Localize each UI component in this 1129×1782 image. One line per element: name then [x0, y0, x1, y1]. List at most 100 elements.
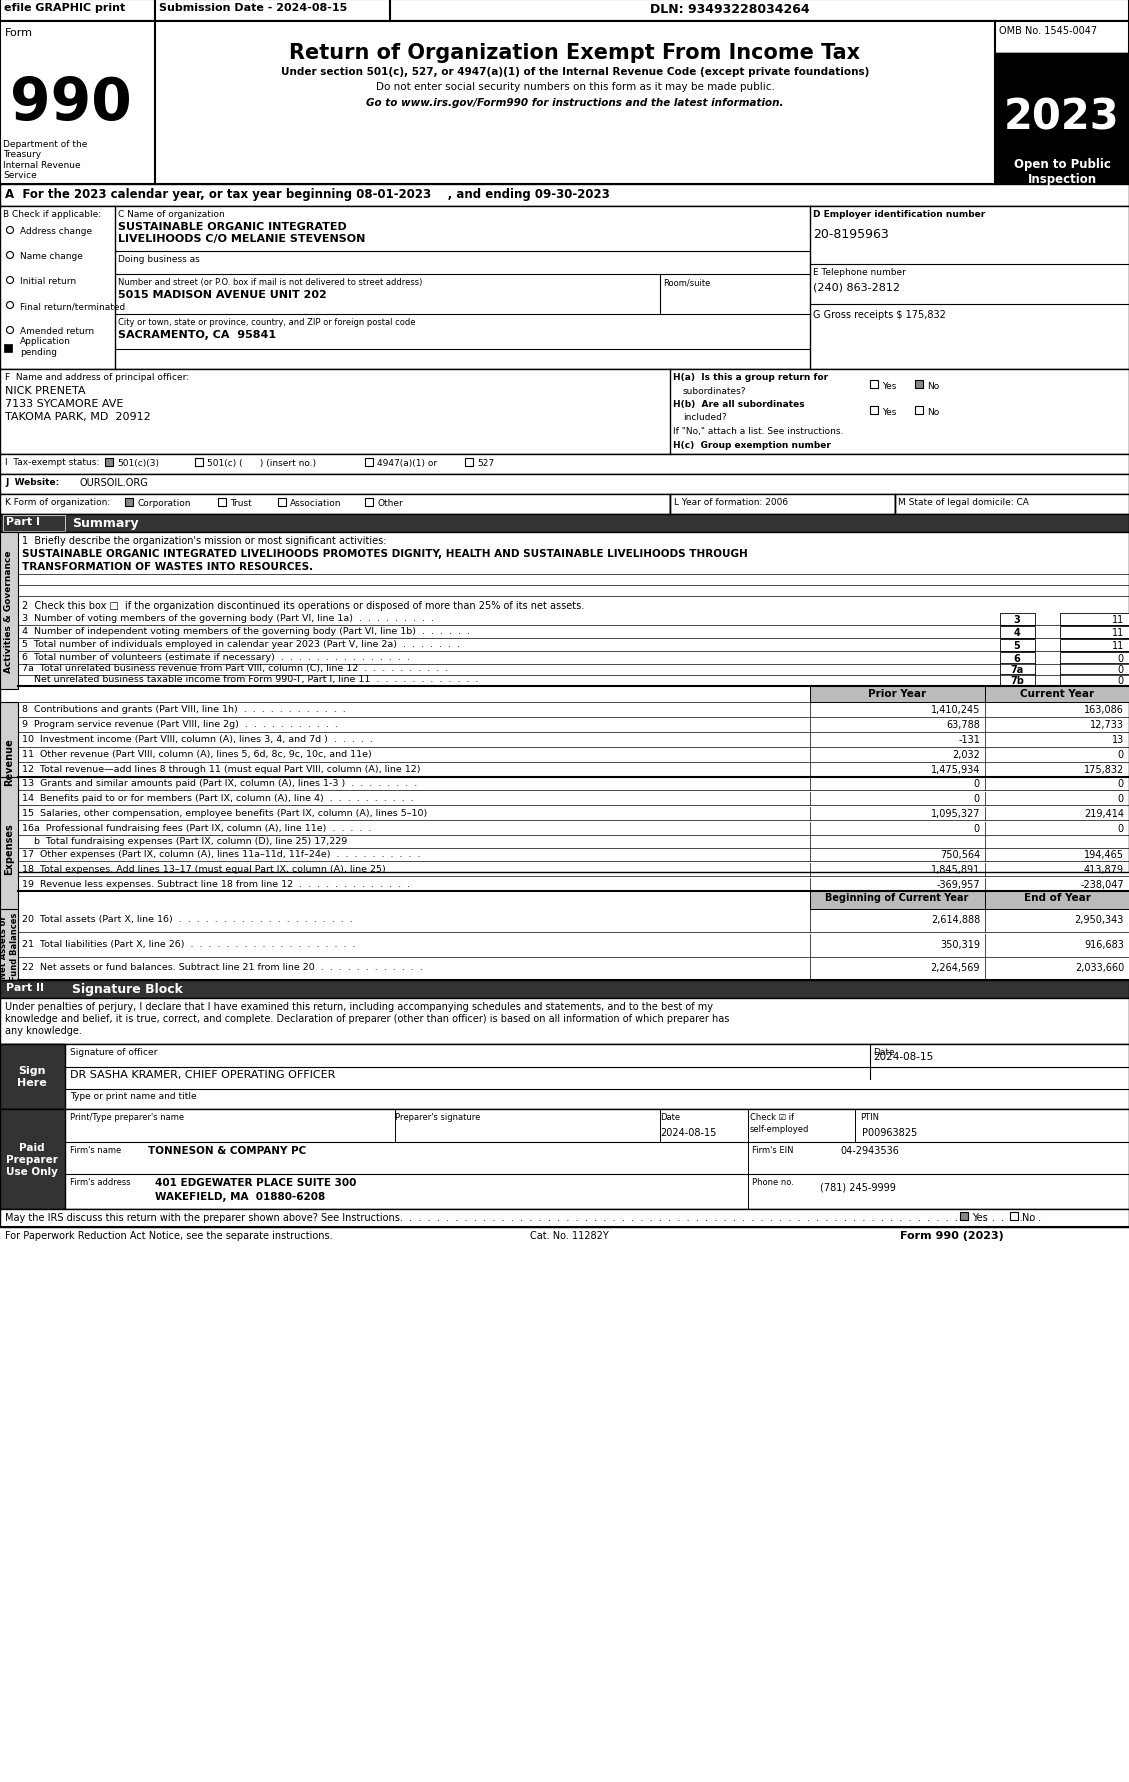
Text: 413,879: 413,879	[1084, 864, 1124, 875]
Text: Check ☑ if: Check ☑ if	[750, 1112, 794, 1121]
Text: 5: 5	[1014, 642, 1021, 650]
Bar	[1000, 652, 1035, 665]
Text: 20-8195963: 20-8195963	[813, 228, 889, 241]
Text: If "No," attach a list. See instructions.: If "No," attach a list. See instructions…	[673, 426, 843, 437]
Text: City or town, state or province, country, and ZIP or foreign postal code: City or town, state or province, country…	[119, 317, 415, 326]
Text: 21  Total liabilities (Part X, line 26)  .  .  .  .  .  .  .  .  .  .  .  .  .  : 21 Total liabilities (Part X, line 26) .…	[21, 939, 356, 948]
Bar	[0, 533, 1129, 873]
Bar	[0, 474, 1129, 495]
Text: efile GRAPHIC print: efile GRAPHIC print	[5, 4, 125, 12]
Text: 0: 0	[1118, 793, 1124, 804]
Text: 4: 4	[1014, 627, 1021, 638]
Bar	[0, 1044, 65, 1110]
Text: 18  Total expenses. Add lines 13–17 (must equal Part IX, column (A), line 25): 18 Total expenses. Add lines 13–17 (must…	[21, 864, 386, 873]
Text: 1,845,891: 1,845,891	[930, 864, 980, 875]
Text: Go to www.irs.gov/Form990 for instructions and the latest information.: Go to www.irs.gov/Form990 for instructio…	[366, 98, 784, 109]
Text: Type or print name and title: Type or print name and title	[70, 1091, 196, 1099]
Text: Trust: Trust	[230, 499, 252, 508]
Text: Current Year: Current Year	[1019, 688, 1094, 699]
Text: 22  Net assets or fund balances. Subtract line 21 from line 20  .  .  .  .  .  .: 22 Net assets or fund balances. Subtract…	[21, 962, 422, 971]
Text: Yes: Yes	[882, 381, 896, 390]
Text: No: No	[1022, 1212, 1035, 1222]
Text: E Telephone number: E Telephone number	[813, 267, 905, 276]
Text: Department of the
Treasury
Internal Revenue
Service: Department of the Treasury Internal Reve…	[3, 141, 87, 180]
Text: 194,465: 194,465	[1084, 850, 1124, 859]
Text: 12,733: 12,733	[1089, 720, 1124, 729]
Text: Firm's address: Firm's address	[70, 1178, 131, 1187]
Text: Initial return: Initial return	[20, 276, 76, 285]
Bar	[278, 499, 286, 506]
Text: 990: 990	[10, 75, 132, 132]
Text: 4947(a)(1) or: 4947(a)(1) or	[377, 458, 437, 467]
Text: Print/Type preparer's name: Print/Type preparer's name	[70, 1112, 184, 1121]
Text: Cat. No. 11282Y: Cat. No. 11282Y	[530, 1230, 609, 1240]
Text: 11: 11	[1112, 642, 1124, 650]
Text: 1,095,327: 1,095,327	[930, 809, 980, 818]
Text: 350,319: 350,319	[940, 939, 980, 950]
Text: Doing business as: Doing business as	[119, 255, 200, 264]
Bar	[195, 458, 203, 467]
Text: 1,410,245: 1,410,245	[930, 704, 980, 715]
Text: 527: 527	[476, 458, 495, 467]
Text: 13  Grants and similar amounts paid (Part IX, column (A), lines 1-3 )  .  .  .  : 13 Grants and similar amounts paid (Part…	[21, 779, 418, 788]
Text: 0: 0	[1118, 675, 1124, 686]
Bar	[1000, 613, 1035, 625]
Bar	[0, 909, 18, 984]
Text: 11: 11	[1112, 627, 1124, 638]
Text: 63,788: 63,788	[946, 720, 980, 729]
Text: 14  Benefits paid to or for members (Part IX, column (A), line 4)  .  .  .  .  .: 14 Benefits paid to or for members (Part…	[21, 793, 413, 802]
Text: knowledge and belief, it is true, correct, and complete. Declaration of preparer: knowledge and belief, it is true, correc…	[5, 1014, 729, 1023]
Text: Part II: Part II	[6, 982, 44, 993]
Bar	[1060, 627, 1129, 638]
Text: Beginning of Current Year: Beginning of Current Year	[825, 893, 969, 902]
Bar	[0, 998, 1129, 1044]
Bar	[1060, 663, 1129, 675]
Text: Other: Other	[377, 499, 403, 508]
Bar	[870, 406, 878, 415]
Text: Net Assets or
Fund Balances: Net Assets or Fund Balances	[0, 912, 19, 980]
Bar	[914, 381, 924, 388]
Text: 219,414: 219,414	[1084, 809, 1124, 818]
Text: 501(c)(3): 501(c)(3)	[117, 458, 159, 467]
Bar	[0, 495, 669, 515]
Text: 163,086: 163,086	[1084, 704, 1124, 715]
Text: Final return/terminated: Final return/terminated	[20, 301, 125, 310]
Bar	[0, 1044, 1129, 1110]
Text: WAKEFIELD, MA  01880-6208: WAKEFIELD, MA 01880-6208	[155, 1192, 325, 1201]
Text: 0: 0	[974, 823, 980, 834]
Bar	[0, 1110, 65, 1210]
Text: DLN: 93493228034264: DLN: 93493228034264	[650, 4, 809, 16]
Text: Yes: Yes	[882, 408, 896, 417]
Text: K Form of organization:: K Form of organization:	[5, 497, 111, 506]
Text: OURSOIL.ORG: OURSOIL.ORG	[80, 478, 149, 488]
Text: End of Year: End of Year	[1024, 893, 1091, 902]
Text: Corporation: Corporation	[137, 499, 191, 508]
Text: P00963825: P00963825	[863, 1128, 917, 1137]
Text: 916,683: 916,683	[1084, 939, 1124, 950]
Text: 401 EDGEWATER PLACE SUITE 300: 401 EDGEWATER PLACE SUITE 300	[155, 1178, 357, 1187]
Text: TRANSFORMATION OF WASTES INTO RESOURCES.: TRANSFORMATION OF WASTES INTO RESOURCES.	[21, 561, 313, 572]
Bar	[1060, 652, 1129, 665]
Bar	[1000, 675, 1035, 686]
Text: Open to Public
Inspection: Open to Public Inspection	[1014, 159, 1111, 185]
Text: LIVELIHOODS C/O MELANIE STEVENSON: LIVELIHOODS C/O MELANIE STEVENSON	[119, 233, 366, 244]
Text: 04-2943536: 04-2943536	[840, 1146, 899, 1155]
Text: SUSTAINABLE ORGANIC INTEGRATED LIVELIHOODS PROMOTES DIGNITY, HEALTH AND SUSTAINA: SUSTAINABLE ORGANIC INTEGRATED LIVELIHOO…	[21, 549, 747, 560]
Text: 2024-08-15: 2024-08-15	[873, 1051, 934, 1062]
Text: 2,950,343: 2,950,343	[1075, 914, 1124, 925]
Bar	[125, 499, 133, 506]
Bar	[1060, 640, 1129, 652]
Text: SACRAMENTO, CA  95841: SACRAMENTO, CA 95841	[119, 330, 277, 340]
Text: Room/suite: Room/suite	[663, 278, 710, 287]
Text: Summary: Summary	[72, 517, 139, 529]
Text: A  For the 2023 calendar year, or tax year beginning 08-01-2023    , and ending : A For the 2023 calendar year, or tax yea…	[5, 187, 610, 201]
Text: -131: -131	[959, 734, 980, 745]
Text: Net unrelated business taxable income from Form 990-T, Part I, line 11  .  .  . : Net unrelated business taxable income fr…	[21, 675, 479, 684]
Text: Part I: Part I	[6, 517, 40, 527]
Text: Name change: Name change	[20, 251, 82, 260]
Bar	[0, 454, 1129, 474]
Text: Date: Date	[873, 1048, 894, 1057]
Bar	[984, 686, 1129, 702]
Text: 7b: 7b	[1010, 675, 1024, 686]
Bar	[1010, 1212, 1018, 1221]
